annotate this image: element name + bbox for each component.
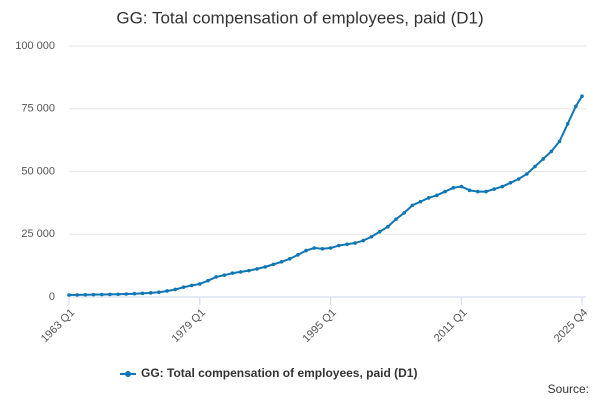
point xyxy=(181,285,186,290)
point xyxy=(549,149,554,154)
x-tick-label: 2025 Q4 xyxy=(552,307,590,345)
point xyxy=(459,184,464,189)
point xyxy=(189,283,194,288)
point xyxy=(500,184,505,189)
point xyxy=(173,287,178,292)
point xyxy=(296,253,300,257)
point xyxy=(353,241,357,245)
point xyxy=(157,290,161,295)
point xyxy=(451,186,456,190)
point xyxy=(369,234,374,239)
y-tick-label: 0 xyxy=(49,291,55,303)
point xyxy=(443,189,447,194)
point xyxy=(140,291,145,296)
point xyxy=(198,282,202,286)
point xyxy=(484,189,488,194)
point xyxy=(508,180,513,185)
point xyxy=(238,270,243,274)
point xyxy=(525,172,529,176)
point xyxy=(557,139,562,144)
point xyxy=(132,291,137,296)
point xyxy=(91,292,96,297)
x-tick-label: 1995 Q1 xyxy=(300,307,338,345)
point xyxy=(328,246,333,250)
y-tick-label: 75 000 xyxy=(21,103,55,115)
point xyxy=(116,292,120,297)
point xyxy=(230,271,235,275)
point xyxy=(345,242,349,247)
point xyxy=(312,246,317,250)
legend-marker xyxy=(125,371,131,377)
point xyxy=(247,268,251,273)
point xyxy=(418,199,423,204)
point xyxy=(99,292,104,297)
point xyxy=(108,292,112,297)
point xyxy=(271,262,276,267)
point xyxy=(394,217,398,221)
point xyxy=(279,260,284,264)
point xyxy=(320,247,325,251)
point xyxy=(492,187,496,191)
source: Source: xyxy=(548,382,589,396)
point xyxy=(361,238,366,243)
point xyxy=(541,157,545,161)
point xyxy=(565,122,570,126)
point xyxy=(287,257,292,261)
point xyxy=(533,164,537,169)
point xyxy=(377,229,382,234)
point xyxy=(222,273,227,277)
point xyxy=(165,289,169,293)
point xyxy=(304,248,308,253)
point xyxy=(574,104,578,109)
x-tick-label: 1963 Q1 xyxy=(39,307,77,345)
point xyxy=(475,189,480,194)
y-tick-label: 100 000 xyxy=(15,40,55,52)
point xyxy=(83,292,88,297)
point xyxy=(386,224,390,229)
point xyxy=(124,292,129,296)
y-tick-label: 25 000 xyxy=(21,228,55,240)
point xyxy=(148,291,153,295)
point xyxy=(410,203,415,208)
point xyxy=(435,193,439,198)
chart-title: GG: Total compensation of employees, pai… xyxy=(116,8,483,27)
y-tick-label: 50 000 xyxy=(21,165,55,177)
x-tick-label: 2011 Q1 xyxy=(432,307,470,345)
point xyxy=(214,275,218,279)
point xyxy=(255,267,259,271)
point xyxy=(467,188,472,193)
point xyxy=(402,211,406,215)
point xyxy=(426,196,431,200)
series-line xyxy=(68,95,583,296)
x-tick-label: 1979 Q1 xyxy=(170,307,208,345)
point xyxy=(67,293,71,297)
point xyxy=(206,278,210,283)
point xyxy=(580,94,584,98)
point xyxy=(336,243,341,248)
point xyxy=(263,265,268,269)
point xyxy=(516,177,521,181)
legend-label: GG: Total compensation of employees, pai… xyxy=(141,366,417,380)
point xyxy=(75,293,79,297)
